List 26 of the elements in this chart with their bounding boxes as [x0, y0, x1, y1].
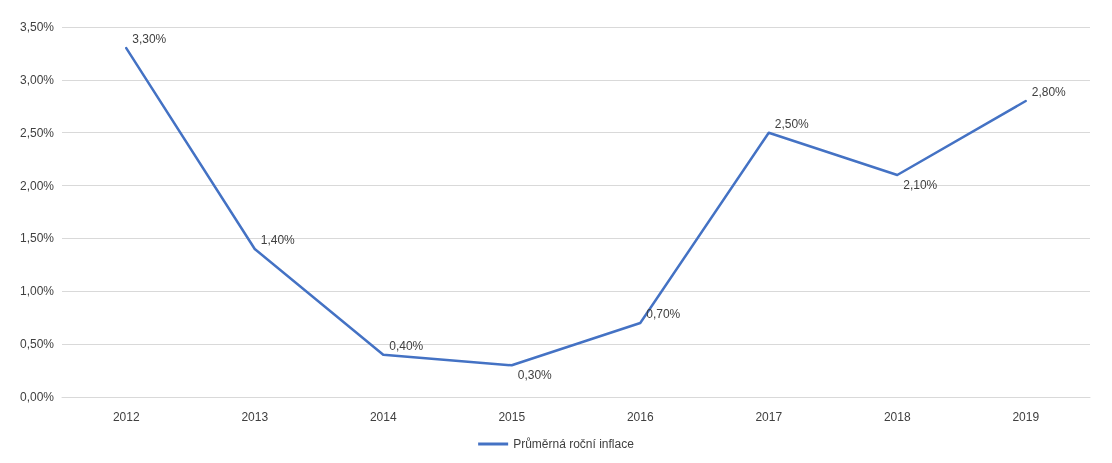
y-tick-label: 3,50%: [19, 20, 55, 34]
y-tick-label: 1,50%: [19, 231, 55, 246]
data-label: 2,50%: [774, 116, 810, 131]
y-tick-label: 2,50%: [19, 125, 55, 140]
data-label: 3,30%: [132, 32, 167, 47]
data-label: 0,30%: [517, 368, 553, 383]
x-tick-label: 2012: [112, 410, 140, 424]
x-tick-label: 2016: [626, 410, 654, 424]
legend-label: Průměrná roční inflace: [513, 437, 635, 451]
x-tick-label: 2017: [755, 410, 783, 424]
data-label: 0,40%: [389, 338, 424, 353]
y-tick-label: 0,00%: [19, 390, 55, 404]
x-tick-label: 2014: [369, 410, 397, 424]
y-tick-label: 2,00%: [19, 178, 55, 193]
line-series: [125, 46, 1027, 367]
data-label: 2,80%: [1031, 85, 1067, 99]
x-tick-label: 2015: [498, 410, 526, 424]
y-tick-label: 0,50%: [19, 337, 55, 352]
x-tick-label: 2013: [241, 410, 269, 424]
data-label: 2,10%: [903, 178, 938, 192]
data-label: 1,40%: [260, 233, 296, 247]
x-tick-label: 2019: [1012, 410, 1040, 424]
y-tick-label: 3,00%: [19, 72, 55, 87]
y-tick-label: 1,00%: [19, 284, 55, 299]
x-tick-label: 2018: [883, 410, 911, 424]
data-label: 0,70%: [646, 307, 681, 321]
